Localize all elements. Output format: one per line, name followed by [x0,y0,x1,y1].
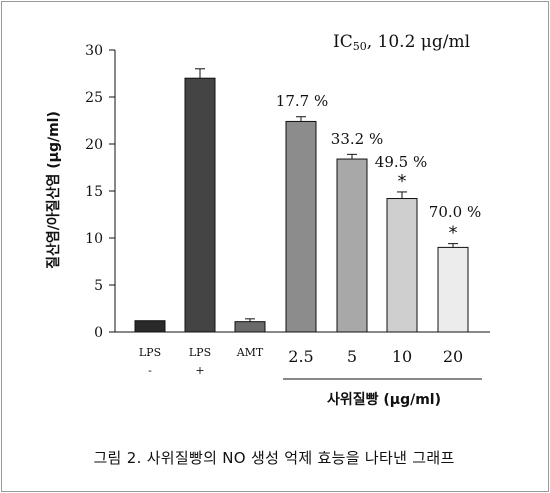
percent-label: 70.0 % [429,203,481,221]
y-tick-label: 20 [85,137,103,153]
bar-chart: 0 5 10 15 20 25 30 17.7 % 33.2 % 49.5 % 70.0 % * * LP… [45,32,490,408]
bar [386,198,418,333]
chart-bars [134,68,469,333]
percent-label: 33.2 % [331,130,383,148]
y-tick-label: 30 [85,43,103,59]
bar [134,320,166,333]
chart-labels: 0 5 10 15 20 25 30 17.7 % 33.2 % 49.5 % 70.0 % * * LP… [85,43,481,377]
y-tick-label: 5 [94,278,103,294]
x-tick-sublabel: + [195,364,204,377]
y-tick-label: 15 [85,184,103,200]
ic50-label: IC50, 10.2 μg/ml [333,32,470,53]
figure-caption: 그림 2. 사위질빵의 NO 생성 억제 효능을 나타낸 그래프 [93,449,455,467]
bar [336,158,368,333]
x-tick-label: 20 [443,347,463,366]
x-tick-label: AMT [236,346,264,359]
bar [184,77,216,333]
bar [437,246,469,333]
percent-label: 17.7 % [276,92,328,110]
x-tick-label: 10 [392,347,412,366]
x-tick-label: 2.5 [288,347,313,366]
x-tick-sublabel: - [148,364,152,377]
bar [285,120,317,333]
significance-marker: * [449,223,458,244]
y-axis-label: 질산염/아질산염 (μg/ml) [45,111,62,269]
x-tick-label: 5 [347,347,357,366]
group-axis-label: 사위질빵 (μg/ml) [327,392,441,408]
significance-marker: * [398,171,407,192]
y-tick-label: 25 [85,90,103,106]
y-tick-label: 10 [85,231,103,247]
bar [234,321,266,333]
x-tick-label: LPS [139,346,161,359]
y-tick-label: 0 [94,325,103,341]
percent-label: 49.5 % [375,153,427,171]
x-tick-label: LPS [189,346,211,359]
